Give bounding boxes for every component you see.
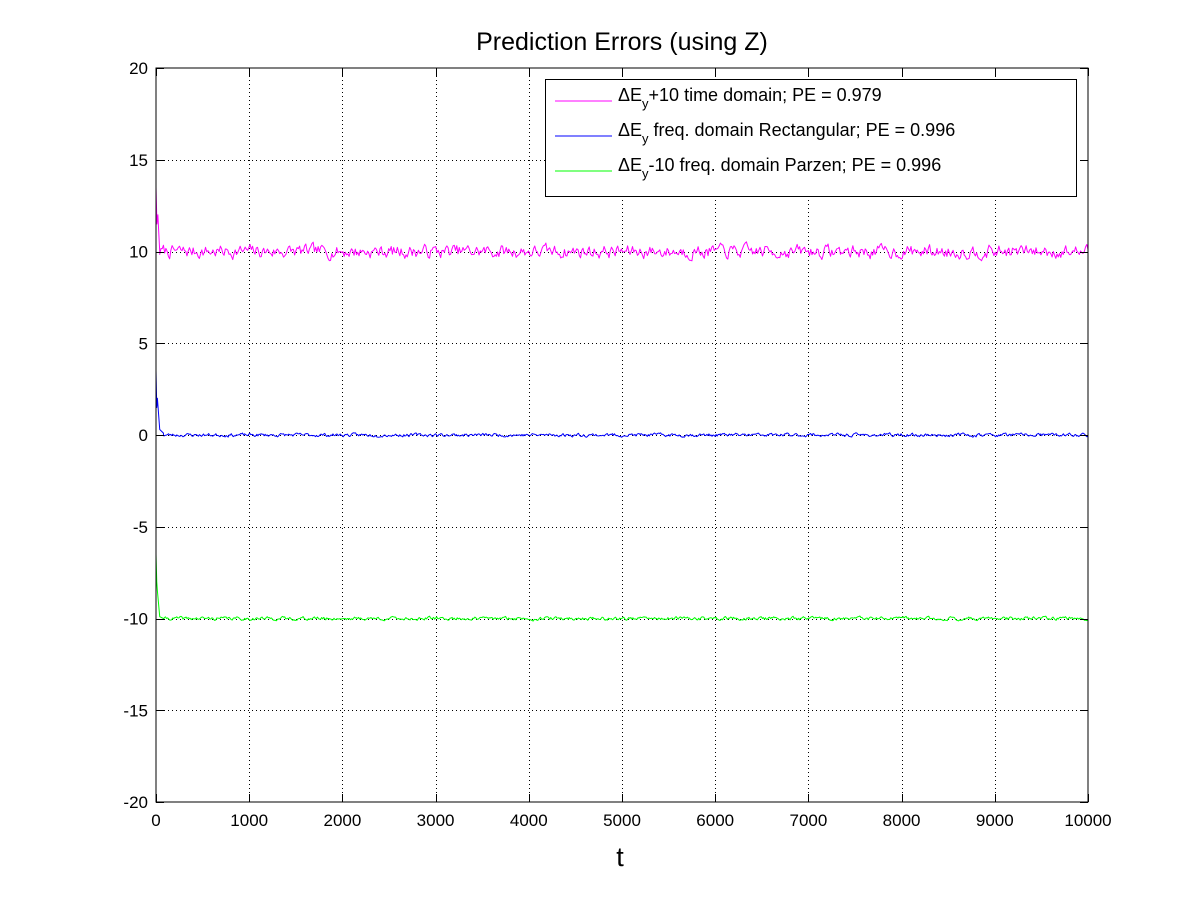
x-tick-label: 0 — [151, 811, 160, 830]
y-tick-label: -15 — [123, 701, 148, 720]
y-tick-label: 15 — [129, 151, 148, 170]
x-tick-label: 7000 — [789, 811, 827, 830]
y-tick-label: -5 — [133, 518, 148, 537]
x-tick-label: 6000 — [696, 811, 734, 830]
x-tick-label: 8000 — [883, 811, 921, 830]
chart-title: Prediction Errors (using Z) — [476, 28, 768, 56]
tick-marks — [156, 68, 1089, 803]
x-tick-label: 1000 — [230, 811, 268, 830]
legend: ΔEy+10 time domain; PE = 0.979 ΔEy freq. … — [545, 79, 1077, 197]
tick-labels: 0 1000 2000 3000 4000 5000 6000 7000 8000 9000 100… — [123, 59, 1111, 830]
x-tick-label: 3000 — [417, 811, 455, 830]
x-tick-label: 4000 — [510, 811, 548, 830]
y-tick-label: -20 — [123, 793, 148, 812]
x-tick-label: 5000 — [603, 811, 641, 830]
y-tick-label: 5 — [139, 334, 148, 353]
y-tick-label: 10 — [129, 243, 148, 262]
legend-box — [545, 79, 1077, 197]
series-layer — [155, 187, 1089, 622]
y-tick-label: 20 — [129, 59, 148, 78]
series-line-3 — [155, 554, 1089, 622]
x-tick-label: 2000 — [323, 811, 361, 830]
x-tick-label: 10000 — [1064, 811, 1111, 830]
y-tick-label: -10 — [123, 610, 148, 629]
series-line-1 — [155, 187, 1089, 262]
legend-label-3: ΔEy-10 freq. domain Parzen; PE = 0.996 — [618, 155, 941, 181]
legend-label-1: ΔEy+10 time domain; PE = 0.979 — [618, 85, 882, 111]
x-tick-label: 9000 — [976, 811, 1014, 830]
series-line-2 — [155, 370, 1089, 438]
x-axis-label: t — [616, 842, 624, 872]
legend-label-2: ΔEy freq. domain Rectangular; PE = 0.996 — [618, 120, 955, 146]
y-tick-label: 0 — [139, 426, 148, 445]
